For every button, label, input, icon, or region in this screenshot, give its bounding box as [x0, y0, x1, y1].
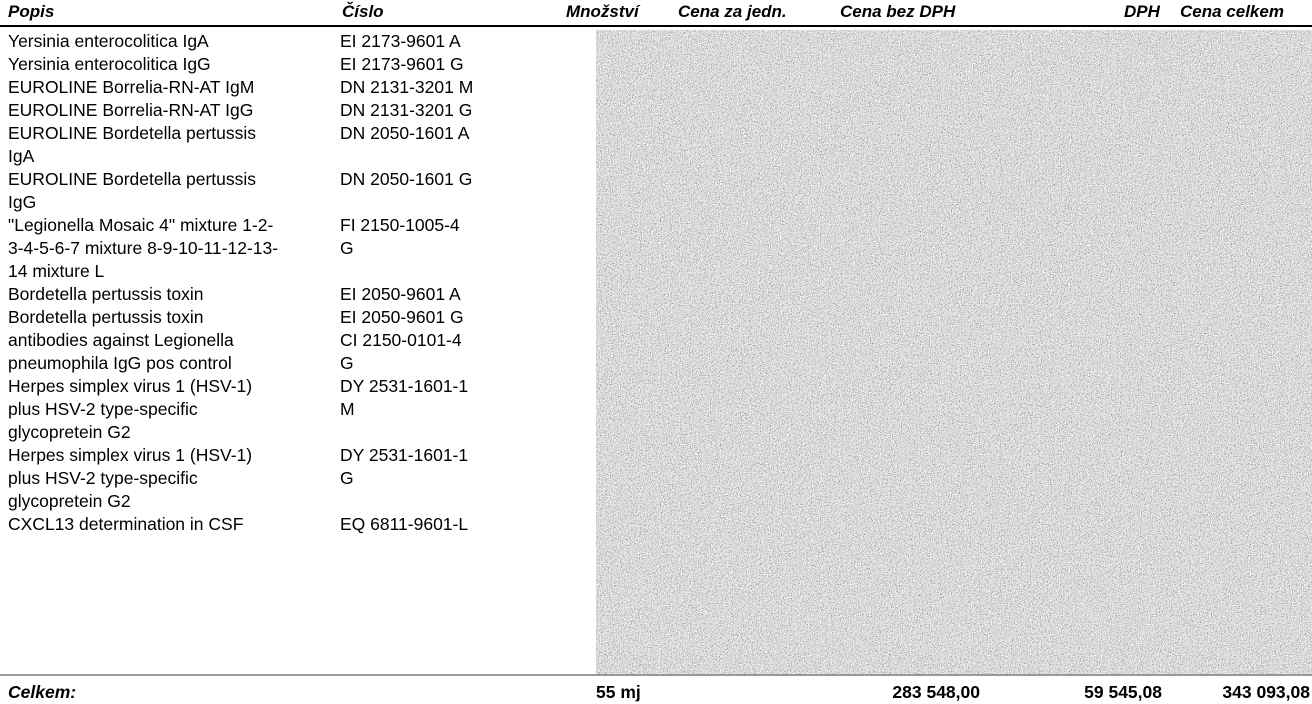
footer-rule [0, 674, 1312, 676]
table-row: EUROLINE Bordetella pertussis IgA DN 2050… [8, 122, 598, 168]
row-description: CXCL13 determination in CSF [8, 514, 244, 534]
row-description: Herpes simplex virus 1 (HSV-1) plus HSV-… [8, 376, 253, 442]
row-description: EUROLINE Borrelia-RN-AT IgM [8, 77, 255, 97]
row-code: FI 2150-1005-4 G [340, 215, 460, 258]
row-description: EUROLINE Borrelia-RN-AT IgG [8, 100, 254, 120]
header-popis: Popis [8, 2, 55, 21]
row-code: DN 2050-1601 A [340, 123, 470, 143]
row-code: DY 2531-1601-1 G [340, 445, 469, 488]
total-vat: 59 545,08 [1084, 682, 1162, 702]
table-row: Yersinia enterocolitica IgA EI 2173-9601 … [8, 30, 598, 53]
row-code: EI 2173-9601 A [340, 31, 461, 51]
row-code: EQ 6811-9601-L [340, 514, 469, 534]
header-cislo: Číslo [342, 2, 384, 21]
total-label: Celkem: [8, 682, 77, 702]
row-code: CI 2150-0101-4 G [340, 330, 462, 373]
table-row: Bordetella pertussis toxin EI 2050-9601 A [8, 283, 598, 306]
row-code: EI 2173-9601 G [340, 54, 464, 74]
total-price-without-vat: 283 548,00 [892, 682, 980, 702]
row-description: Yersinia enterocolitica IgA [8, 31, 209, 51]
row-description: Herpes simplex virus 1 (HSV-1) plus HSV-… [8, 445, 253, 511]
row-description: EUROLINE Bordetella pertussis IgG [8, 169, 257, 212]
table-row: Herpes simplex virus 1 (HSV-1) plus HSV-… [8, 444, 598, 513]
row-code: DN 2050-1601 G [340, 169, 473, 189]
row-code: DN 2131-3201 M [340, 77, 474, 97]
table-row: Yersinia enterocolitica IgG EI 2173-9601 … [8, 53, 598, 76]
row-code: DN 2131-3201 G [340, 100, 473, 120]
row-description: antibodies against Legionella pneumophil… [8, 330, 234, 373]
total-quantity: 55 mj [596, 682, 641, 702]
redacted-noise-area [596, 30, 1312, 675]
table-row: CXCL13 determination in CSF EQ 6811-9601-… [8, 513, 598, 536]
header-cena-celkem: Cena celkem [1180, 2, 1284, 21]
table-body: Yersinia enterocolitica IgA EI 2173-9601 … [8, 30, 598, 536]
row-code: EI 2050-9601 A [340, 284, 461, 304]
total-price-with-vat: 343 093,08 [1222, 682, 1310, 702]
header-dph: DPH [1124, 2, 1160, 21]
table-row: Herpes simplex virus 1 (HSV-1) plus HSV-… [8, 375, 598, 444]
table-row: antibodies against Legionella pneumophil… [8, 329, 598, 375]
header-cena-za-jedn: Cena za jedn. [678, 2, 787, 21]
row-code: DY 2531-1601-1 M [340, 376, 469, 419]
table-row: EUROLINE Bordetella pertussis IgG DN 2050… [8, 168, 598, 214]
row-description: EUROLINE Bordetella pertussis IgA [8, 123, 257, 166]
row-description: Bordetella pertussis toxin [8, 284, 204, 304]
table-row: "Legionella Mosaic 4" mixture 1-2- 3-4-5… [8, 214, 598, 283]
header-rule [0, 25, 1312, 27]
table-row: EUROLINE Borrelia-RN-AT IgG DN 2131-3201 … [8, 99, 598, 122]
table-row: Bordetella pertussis toxin EI 2050-9601 G [8, 306, 598, 329]
header-cena-bez-dph: Cena bez DPH [840, 2, 956, 21]
row-description: Bordetella pertussis toxin [8, 307, 204, 327]
row-code: EI 2050-9601 G [340, 307, 464, 327]
table-row: EUROLINE Borrelia-RN-AT IgM DN 2131-3201 … [8, 76, 598, 99]
row-description: Yersinia enterocolitica IgG [8, 54, 211, 74]
header-mnozstvi: Množství [566, 2, 639, 21]
row-description: "Legionella Mosaic 4" mixture 1-2- 3-4-5… [8, 215, 279, 281]
